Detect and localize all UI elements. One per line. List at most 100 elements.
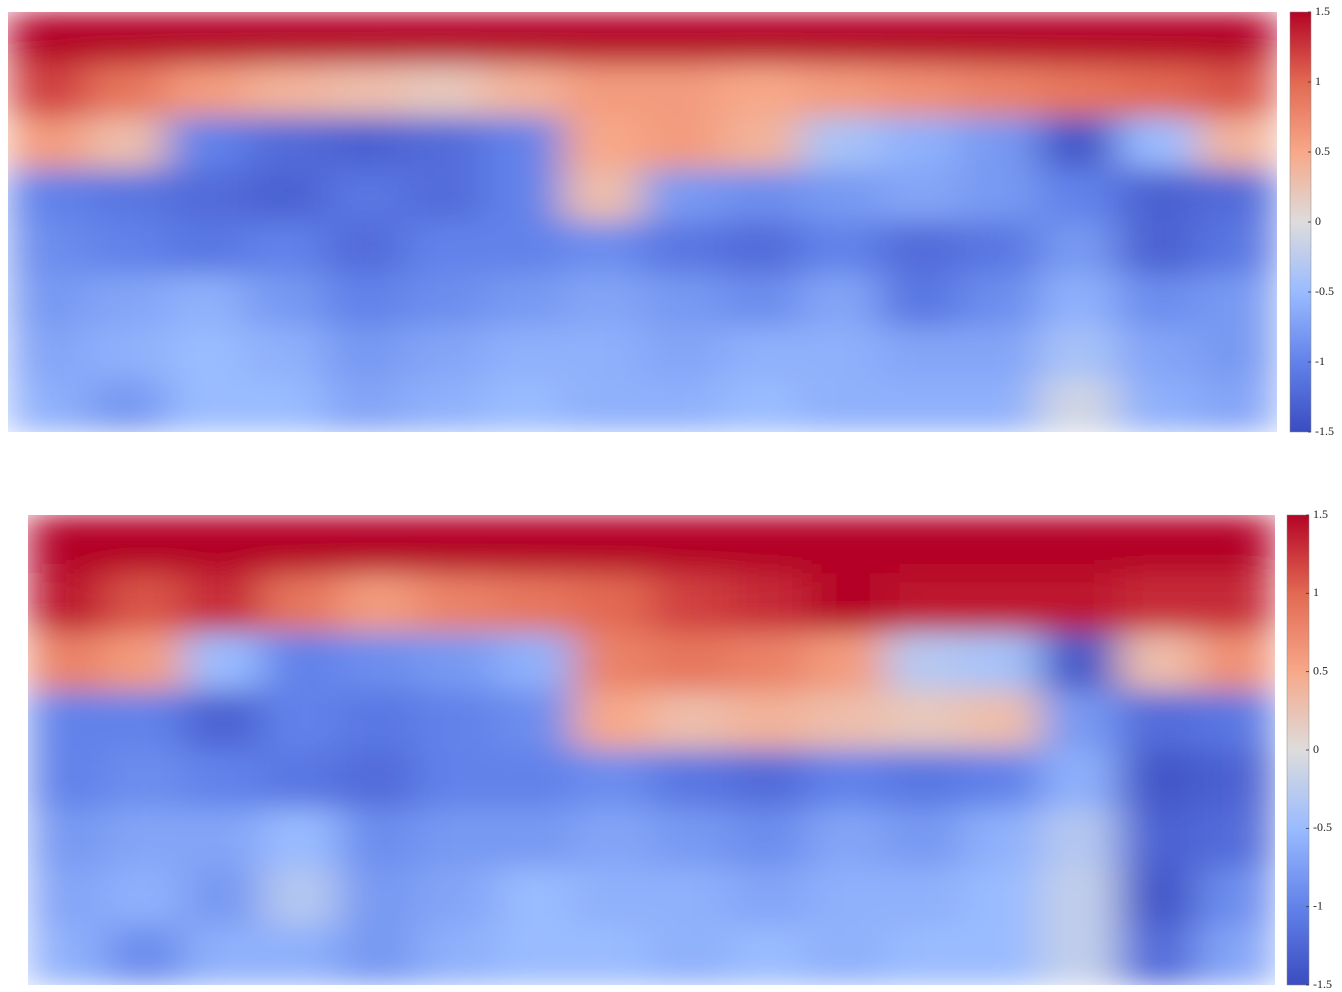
colorbar-tick-label: -1 (1313, 898, 1323, 912)
heatmap-cell (183, 515, 262, 575)
heatmap-cell (28, 867, 107, 927)
heatmap-cell (807, 632, 886, 692)
heatmap-cell (404, 222, 484, 276)
heatmap-cell (729, 808, 808, 868)
heatmap-cell (325, 12, 405, 66)
colorbar-tick-label: -1.5 (1315, 424, 1334, 438)
heatmap-cell (417, 573, 496, 633)
heatmap-cell (1118, 169, 1198, 223)
heatmap-cell (166, 64, 246, 118)
heatmap-cell (417, 750, 496, 810)
heatmap-cell (339, 867, 418, 927)
heatmap-cell (339, 926, 418, 986)
heatmap-cell (8, 64, 88, 118)
heatmap-cell (105, 515, 184, 575)
heatmap-cell (1197, 573, 1276, 633)
heatmap-cell (404, 12, 484, 66)
heatmap-cell (642, 169, 722, 223)
heatmap-cell (87, 379, 167, 433)
heatmap-cell (721, 379, 801, 433)
heatmap-cell (651, 632, 730, 692)
heatmap-cell (261, 926, 340, 986)
heatmap-cell (339, 573, 418, 633)
heatmap-cells (28, 515, 1276, 986)
heatmap-cell (8, 274, 88, 328)
heatmap-cell (807, 515, 886, 575)
colorbar-tick-label: -1 (1315, 354, 1325, 368)
heatmap-cell (651, 867, 730, 927)
heatmap-cell (1118, 64, 1198, 118)
heatmap-cell (885, 515, 964, 575)
heatmap-cell (729, 926, 808, 986)
heatmap-cell (880, 64, 960, 118)
heatmap-cell (245, 327, 325, 381)
colorbar-tick-label: -0.5 (1313, 820, 1332, 834)
heatmap-cell (404, 64, 484, 118)
heatmap-cell (483, 64, 563, 118)
heatmap-cell (1118, 379, 1198, 433)
heatmap-cell (959, 12, 1039, 66)
heatmap-cell (404, 169, 484, 223)
heatmap-cell (729, 750, 808, 810)
heatmap-cell (651, 926, 730, 986)
heatmap-cell (166, 327, 246, 381)
heatmap-cell (325, 222, 405, 276)
heatmap-cell (1197, 867, 1276, 927)
heatmap-cell (642, 117, 722, 171)
heatmap-cell (563, 64, 643, 118)
heatmap-cell (651, 691, 730, 751)
heatmap-cell (573, 750, 652, 810)
heatmap-cell (8, 379, 88, 433)
heatmap-cell (1119, 691, 1198, 751)
heatmap-cell (1119, 750, 1198, 810)
heatmap-cell (105, 926, 184, 986)
heatmap-cell (959, 379, 1039, 433)
heatmap-cell (8, 12, 88, 66)
heatmap-cell (325, 64, 405, 118)
heatmap-cell (404, 327, 484, 381)
heatmap-cell (325, 379, 405, 433)
heatmap-cell (721, 274, 801, 328)
heatmap-cell (261, 750, 340, 810)
heatmap-cell (885, 632, 964, 692)
heatmap-cell (563, 327, 643, 381)
heatmap-cell (563, 169, 643, 223)
heatmap-cell (573, 691, 652, 751)
heatmap-cell (563, 222, 643, 276)
heatmap-cell (1041, 691, 1120, 751)
heatmap-cell (885, 808, 964, 868)
heatmap-cell (1041, 573, 1120, 633)
heatmap-cell (261, 515, 340, 575)
heatmap-cell (563, 379, 643, 433)
colorbar-tick-label: -0.5 (1315, 284, 1334, 298)
heatmap-cell (721, 64, 801, 118)
heatmap-cell (885, 573, 964, 633)
heatmap-cell (483, 169, 563, 223)
heatmap-cell (183, 573, 262, 633)
heatmap-cell (483, 327, 563, 381)
heatmap-cell (573, 808, 652, 868)
heatmap-cell (87, 117, 167, 171)
heatmap-cell (729, 515, 808, 575)
heatmap-cell (245, 379, 325, 433)
heatmap-cell (28, 750, 107, 810)
heatmap-cell (166, 274, 246, 328)
heatmap-cell (325, 169, 405, 223)
heatmap-cell (495, 573, 574, 633)
heatmap-cell (495, 867, 574, 927)
heatmap-cell (721, 12, 801, 66)
heatmap-cell (339, 515, 418, 575)
heatmap-cell (1197, 926, 1276, 986)
heatmap-cell (417, 632, 496, 692)
heatmap-cell (1197, 274, 1277, 328)
colorbar-tick-label: 0.5 (1315, 144, 1330, 158)
heatmap-cell (1118, 222, 1198, 276)
heatmap-cell (325, 274, 405, 328)
heatmap-cell (801, 64, 881, 118)
heatmap-cell (1041, 926, 1120, 986)
heatmap-cell (651, 808, 730, 868)
heatmap-cell (1119, 867, 1198, 927)
heatmap-cell (963, 691, 1042, 751)
colorbar-tick-label: 1 (1315, 74, 1321, 88)
heatmap-cell (1197, 515, 1276, 575)
